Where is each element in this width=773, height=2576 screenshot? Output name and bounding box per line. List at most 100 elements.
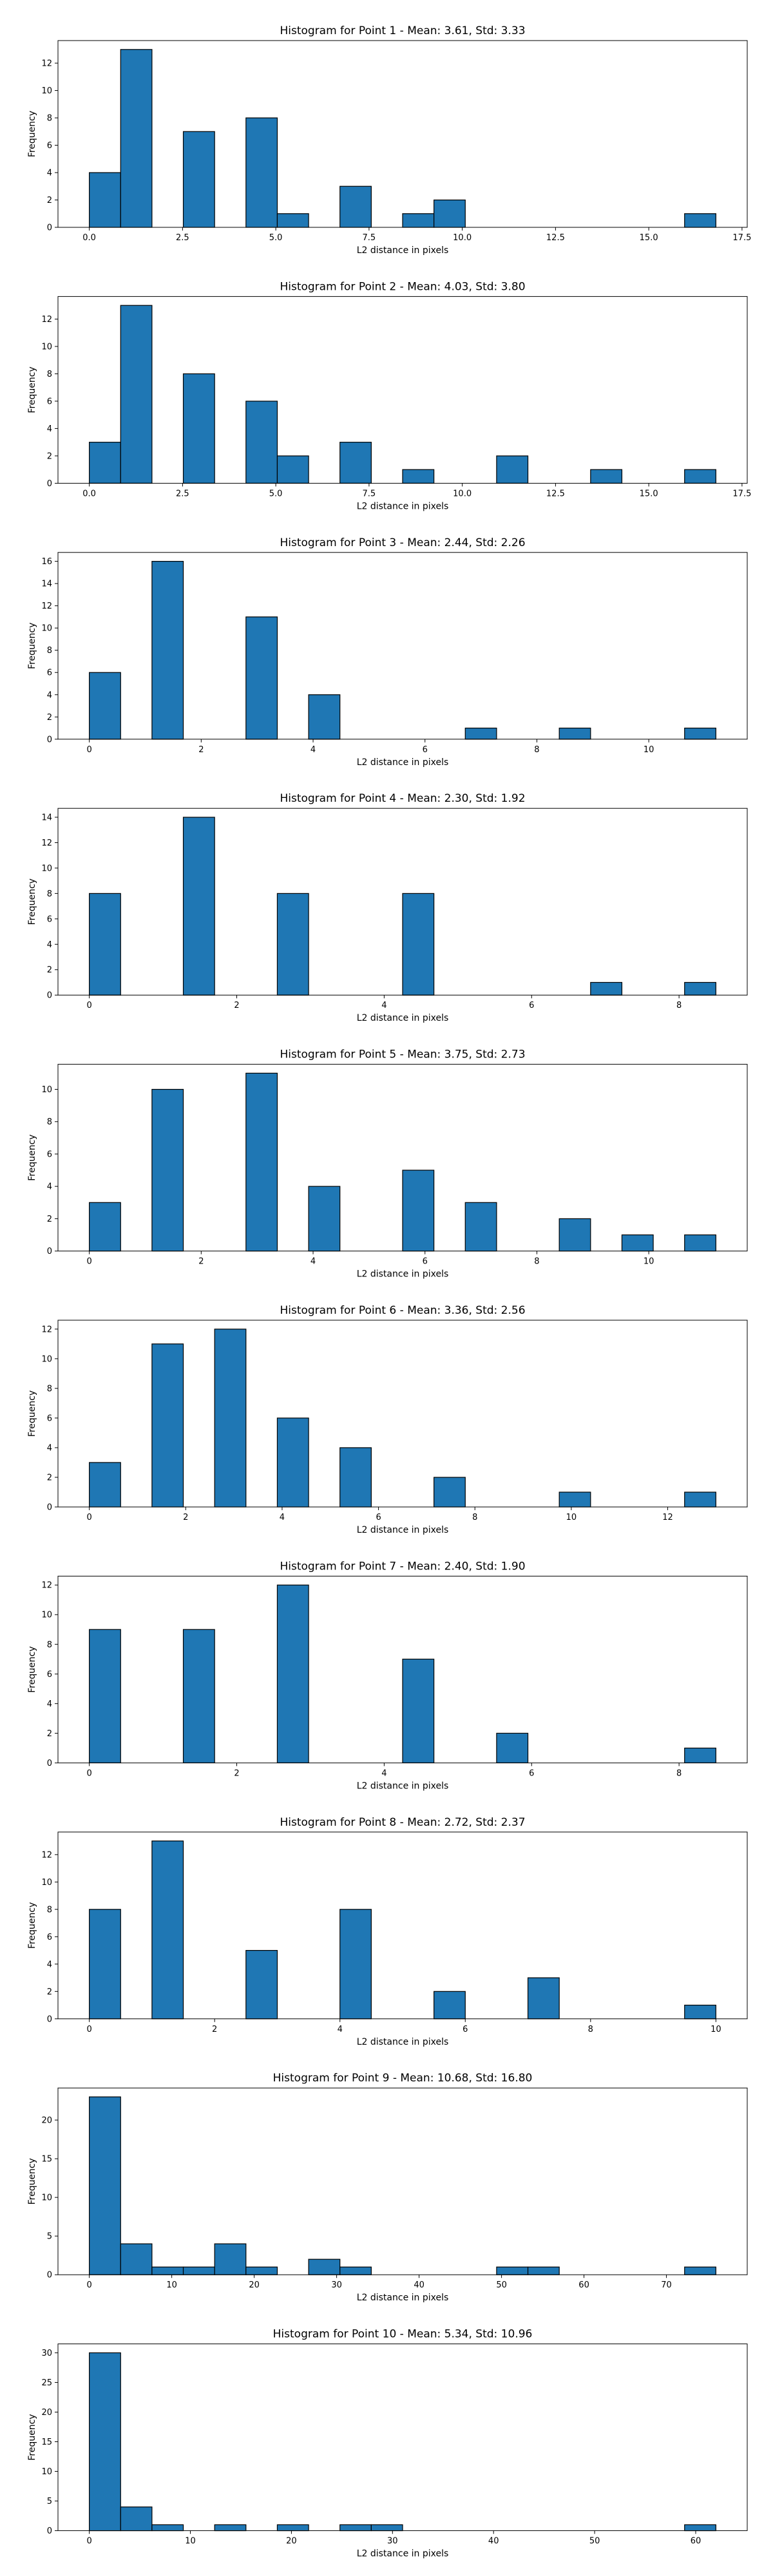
y-tick-label: 20 xyxy=(41,2116,52,2126)
x-tick-label: 2 xyxy=(234,1768,239,1778)
histogram-bar xyxy=(370,2524,403,2532)
x-axis-label: L2 distance in pixels xyxy=(357,2293,449,2303)
histogram-bar xyxy=(684,727,716,740)
histogram-bar xyxy=(276,893,309,996)
x-axis-label: L2 distance in pixels xyxy=(357,1013,449,1023)
histogram-bar xyxy=(464,727,497,740)
x-tick-label: 2 xyxy=(198,745,204,755)
x-tick-label: 40 xyxy=(488,2537,499,2546)
x-tick-label: 6 xyxy=(423,1257,428,1267)
histogram-bar xyxy=(684,213,716,228)
y-tick-label: 4 xyxy=(47,940,52,950)
x-tick-label: 7.5 xyxy=(363,233,376,243)
histogram-bar xyxy=(558,1492,591,1508)
histogram-panel-1: Histogram for Point 1 - Mean: 3.61, Std:… xyxy=(27,24,751,256)
x-tick-label: 10 xyxy=(644,1257,654,1267)
x-axis-label: L2 distance in pixels xyxy=(357,757,449,768)
x-tick-label: 0 xyxy=(86,2025,91,2034)
histogram-bar xyxy=(308,2259,341,2275)
plot-frame xyxy=(57,2087,748,2275)
histogram-bar xyxy=(402,213,435,228)
y-tick-label: 15 xyxy=(41,2155,52,2164)
y-axis-label: Frequency xyxy=(27,1646,37,1692)
histogram-panel-2: Histogram for Point 2 - Mean: 4.03, Std:… xyxy=(27,280,751,511)
chart-title: Histogram for Point 8 - Mean: 2.72, Std:… xyxy=(280,1816,525,1829)
chart-title: Histogram for Point 10 - Mean: 5.34, Std… xyxy=(273,2328,533,2341)
histogram-bar xyxy=(120,2243,153,2275)
y-tick-label: 30 xyxy=(41,2349,52,2358)
histogram-bar xyxy=(214,1329,247,1508)
x-tick-label: 6 xyxy=(529,1001,534,1010)
y-tick-label: 20 xyxy=(41,2408,52,2418)
x-axis-label: L2 distance in pixels xyxy=(357,1269,449,1280)
x-tick-label: 15.0 xyxy=(640,233,658,243)
y-tick-label: 6 xyxy=(47,914,52,924)
chart-title: Histogram for Point 2 - Mean: 4.03, Std:… xyxy=(280,280,525,293)
histogram-bar xyxy=(214,2524,247,2532)
y-tick-label: 0 xyxy=(47,1759,52,1768)
y-tick-label: 4 xyxy=(47,690,52,700)
y-tick-label: 0 xyxy=(47,223,52,233)
y-tick-label: 2 xyxy=(47,1215,52,1224)
histogram-panel-6: Histogram for Point 6 - Mean: 3.36, Std:… xyxy=(27,1304,748,1535)
y-tick-label: 8 xyxy=(47,114,52,124)
histogram-bar xyxy=(89,1909,121,2020)
histogram-bar xyxy=(402,1170,435,1252)
histogram-bar xyxy=(496,455,529,484)
y-tick-label: 2 xyxy=(47,196,52,205)
chart-title: Histogram for Point 6 - Mean: 3.36, Std:… xyxy=(280,1304,525,1317)
y-tick-label: 6 xyxy=(47,668,52,678)
y-tick-label: 10 xyxy=(41,2467,52,2477)
y-axis-label: Frequency xyxy=(27,2158,37,2204)
histogram-bar xyxy=(308,694,341,740)
histogram-bar xyxy=(89,672,121,740)
x-tick-label: 5.0 xyxy=(269,233,283,243)
y-tick-label: 6 xyxy=(47,1933,52,1942)
y-tick-label: 4 xyxy=(47,424,52,434)
histogram-bar xyxy=(496,1732,529,1763)
histogram-bar xyxy=(245,1072,278,1252)
histogram-bar xyxy=(182,373,215,484)
y-tick-label: 4 xyxy=(47,1960,52,1969)
y-tick-label: 10 xyxy=(41,864,52,873)
x-tick-label: 50 xyxy=(496,2280,507,2290)
x-tick-label: 50 xyxy=(589,2537,600,2546)
x-tick-label: 0 xyxy=(86,1001,91,1010)
histogram-bar xyxy=(590,469,623,484)
histogram-bar xyxy=(89,1629,121,1763)
histogram-bar xyxy=(527,1977,560,2020)
plot-frame xyxy=(57,40,748,228)
x-tick-label: 0 xyxy=(86,2280,91,2290)
y-axis-label: Frequency xyxy=(27,878,37,925)
y-tick-label: 2 xyxy=(47,1473,52,1482)
y-tick-label: 10 xyxy=(41,342,52,352)
x-tick-label: 4 xyxy=(381,1001,386,1010)
y-tick-label: 14 xyxy=(41,580,52,589)
x-tick-label: 10.0 xyxy=(453,233,472,243)
x-tick-label: 17.5 xyxy=(732,489,751,498)
x-tick-label: 6 xyxy=(376,1513,381,1522)
histogram-bar xyxy=(434,199,466,228)
y-tick-label: 2 xyxy=(47,965,52,975)
y-tick-label: 0 xyxy=(47,1247,52,1256)
y-tick-label: 4 xyxy=(47,1182,52,1192)
histogram-bar xyxy=(308,1186,341,1252)
histogram-bar xyxy=(182,817,215,996)
y-tick-label: 10 xyxy=(41,2193,52,2203)
y-tick-label: 0 xyxy=(47,735,52,744)
x-tick-label: 4 xyxy=(381,1768,386,1778)
histogram-bar xyxy=(339,442,372,484)
y-tick-label: 10 xyxy=(41,624,52,634)
x-tick-label: 2 xyxy=(234,1001,239,1010)
y-tick-label: 8 xyxy=(47,1117,52,1127)
y-tick-label: 6 xyxy=(47,141,52,151)
histogram-bar xyxy=(434,1991,466,2020)
chart-title: Histogram for Point 7 - Mean: 2.40, Std:… xyxy=(280,1560,525,1573)
x-tick-label: 2.5 xyxy=(176,233,189,243)
y-tick-label: 4 xyxy=(47,169,52,178)
histogram-bar xyxy=(89,1462,121,1508)
histogram-bar xyxy=(684,2004,716,2020)
x-tick-label: 2 xyxy=(183,1513,188,1522)
x-tick-label: 4 xyxy=(280,1513,285,1522)
histogram-bar xyxy=(245,2266,278,2275)
